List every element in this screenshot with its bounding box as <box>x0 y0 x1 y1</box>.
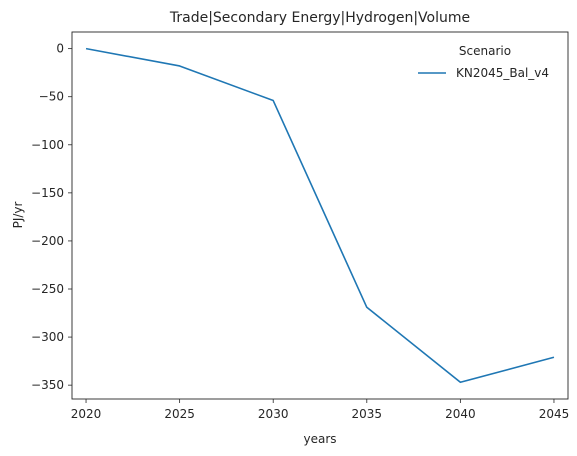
series-line <box>85 47 555 384</box>
plot-area <box>71 31 569 400</box>
y-tick-label: −100 <box>31 138 64 152</box>
series-layer <box>85 47 555 384</box>
y-tick-label: −50 <box>39 90 64 104</box>
y-axis: 0 −50 −100 −150 −200 −250 −300 −350 <box>31 42 72 392</box>
y-tick-label: −200 <box>31 234 64 248</box>
legend: Scenario KN2045_Bal_v4 <box>418 44 549 80</box>
x-tick-label: 2035 <box>352 407 383 421</box>
y-tick-label: −300 <box>31 330 64 344</box>
y-axis-label: PJ/yr <box>11 202 25 229</box>
x-tick-label: 2025 <box>164 407 195 421</box>
x-tick-label: 2040 <box>445 407 476 421</box>
legend-title: Scenario <box>459 44 511 58</box>
x-tick-label: 2030 <box>258 407 289 421</box>
y-tick-label: −150 <box>31 186 64 200</box>
y-tick-label: −250 <box>31 282 64 296</box>
x-tick-label: 2045 <box>539 407 570 421</box>
chart-title: Trade|Secondary Energy|Hydrogen|Volume <box>169 10 470 26</box>
legend-entry-label: KN2045_Bal_v4 <box>456 66 549 80</box>
y-tick-label: 0 <box>56 42 64 56</box>
x-axis-label: years <box>303 432 336 446</box>
x-axis: 2020 2025 2030 2035 2040 2045 <box>71 399 569 421</box>
x-tick-label: 2020 <box>71 407 102 421</box>
y-tick-label: −350 <box>31 378 64 392</box>
